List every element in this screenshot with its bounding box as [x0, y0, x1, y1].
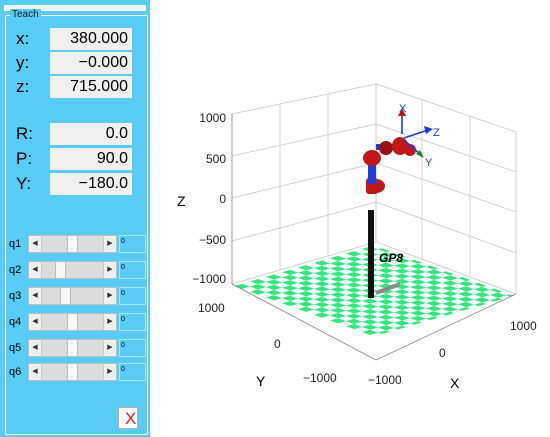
slider-right-arrow-icon[interactable]: ▶: [103, 236, 116, 252]
joint-value-q3: 0: [119, 287, 146, 305]
y-label: y:: [16, 53, 30, 72]
robot-arm: [363, 137, 416, 298]
slider-thumb[interactable]: [59, 288, 71, 304]
joint-label-q3: q3: [9, 290, 22, 302]
joint-value-q2: 0: [119, 261, 146, 279]
y-axis-label: Y: [256, 373, 266, 389]
z-tick-label: −500: [199, 233, 226, 247]
tool-frame-x-label: X: [399, 103, 407, 115]
slider-right-arrow-icon[interactable]: ▶: [103, 314, 116, 330]
joint-slider-q3[interactable]: ◀ ▶: [28, 287, 117, 305]
robot-shadow: [375, 282, 401, 295]
panel-top-bar: [4, 5, 146, 11]
joint-label-q5: q5: [9, 342, 22, 354]
x-axis-label: X: [450, 375, 460, 391]
slider-thumb[interactable]: [54, 262, 66, 278]
x-value: 380.000: [50, 28, 132, 50]
y-value: −0.000: [50, 52, 132, 74]
z-tick-label: 1000: [199, 111, 226, 125]
joint-value-q1: 0: [119, 235, 146, 253]
robot-lower-link: [368, 160, 376, 184]
slider-left-arrow-icon[interactable]: ◀: [29, 364, 42, 380]
z-tick-label: −1000: [192, 272, 226, 286]
slider-left-arrow-icon[interactable]: ◀: [29, 314, 42, 330]
teach-group-box: [5, 15, 148, 435]
axes-box: [231, 83, 517, 295]
z-label: z:: [16, 77, 30, 96]
joint-slider-q4[interactable]: ◀ ▶: [28, 313, 117, 331]
tool-frame-z-label: Z: [433, 127, 440, 139]
teach-group-title: Teach: [10, 9, 41, 21]
joint-slider-q6[interactable]: ◀ ▶: [28, 363, 117, 381]
slider-right-arrow-icon[interactable]: ▶: [103, 288, 116, 304]
slider-thumb[interactable]: [67, 364, 78, 380]
robot-3d-plot[interactable]: X Z Y GP8 1000 500 0 −500 −1000 Z 1000 0…: [150, 0, 550, 437]
close-button[interactable]: X: [118, 407, 138, 429]
z-axis-label: Z: [177, 193, 186, 209]
x-label: x:: [16, 29, 30, 48]
joint-value-q6: 0: [119, 363, 146, 381]
axes-front-edges: [231, 114, 517, 361]
joint-label-q2: q2: [9, 264, 22, 276]
pitch-label: P:: [16, 149, 33, 168]
y-tick-labels: 1000 0 −1000: [198, 301, 337, 385]
x-tick-label: 0: [439, 346, 446, 360]
roll-value: 0.0: [50, 123, 132, 145]
z-tick-labels: 1000 500 0 −500 −1000: [192, 111, 226, 286]
y-tick-label: 0: [274, 337, 281, 351]
slider-right-arrow-icon[interactable]: ▶: [103, 262, 116, 278]
joint-slider-q5[interactable]: ◀ ▶: [28, 339, 117, 357]
roll-label: R:: [16, 124, 33, 143]
joint-slider-q2[interactable]: ◀ ▶: [28, 261, 117, 279]
slider-right-arrow-icon[interactable]: ▶: [103, 364, 116, 380]
joint-label-q6: q6: [9, 366, 22, 378]
yaw-value: −180.0: [50, 173, 132, 195]
joint-value-q4: 0: [119, 313, 146, 331]
robot-wrist-joint: [392, 137, 408, 155]
robot-base-pedestal: [368, 210, 374, 298]
slider-left-arrow-icon[interactable]: ◀: [29, 236, 42, 252]
pitch-value: 90.0: [50, 148, 132, 170]
joint-label-q4: q4: [9, 316, 22, 328]
x-tick-label: 1000: [510, 319, 537, 333]
z-value: 715.000: [50, 76, 132, 98]
z-tick-label: 0: [219, 192, 226, 206]
tool-frame-y-label: Y: [425, 157, 433, 169]
slider-right-arrow-icon[interactable]: ▶: [103, 340, 116, 356]
y-tick-label: 1000: [198, 301, 225, 315]
slider-left-arrow-icon[interactable]: ◀: [29, 340, 42, 356]
robot-elbow-joint: [363, 150, 381, 166]
slider-thumb[interactable]: [67, 236, 78, 252]
slider-thumb[interactable]: [67, 340, 78, 356]
tool-frame: X Z Y: [398, 103, 440, 169]
joint-label-q1: q1: [9, 238, 22, 250]
x-tick-label: −1000: [368, 373, 402, 387]
joint-value-q5: 0: [119, 339, 146, 357]
slider-thumb[interactable]: [67, 314, 78, 330]
slider-left-arrow-icon[interactable]: ◀: [29, 262, 42, 278]
slider-left-arrow-icon[interactable]: ◀: [29, 288, 42, 304]
yaw-label: Y:: [16, 174, 32, 193]
z-tick-label: 500: [206, 152, 226, 166]
joint-slider-q1[interactable]: ◀ ▶: [28, 235, 117, 253]
teach-panel: Teach x: 380.000 y: −0.000 z: 715.000 R:…: [0, 0, 150, 437]
robot-name-label: GP8: [379, 251, 403, 265]
y-tick-label: −1000: [303, 371, 337, 385]
x-tick-labels: −1000 0 1000: [368, 319, 537, 387]
